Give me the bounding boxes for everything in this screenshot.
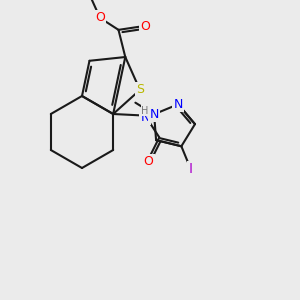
- Text: O: O: [95, 11, 105, 24]
- Text: O: O: [140, 20, 150, 33]
- Text: H: H: [141, 106, 149, 116]
- Text: S: S: [136, 83, 144, 96]
- Text: O: O: [144, 155, 154, 168]
- Text: I: I: [188, 163, 193, 176]
- Text: N: N: [140, 111, 150, 124]
- Text: N: N: [173, 98, 183, 111]
- Text: N: N: [149, 108, 159, 121]
